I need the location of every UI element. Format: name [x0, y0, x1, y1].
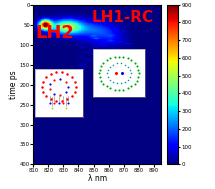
Y-axis label: time ps: time ps	[9, 70, 18, 99]
X-axis label: λ nm: λ nm	[88, 174, 107, 183]
Text: LH2: LH2	[36, 24, 75, 43]
Text: LH1-RC: LH1-RC	[92, 10, 154, 25]
